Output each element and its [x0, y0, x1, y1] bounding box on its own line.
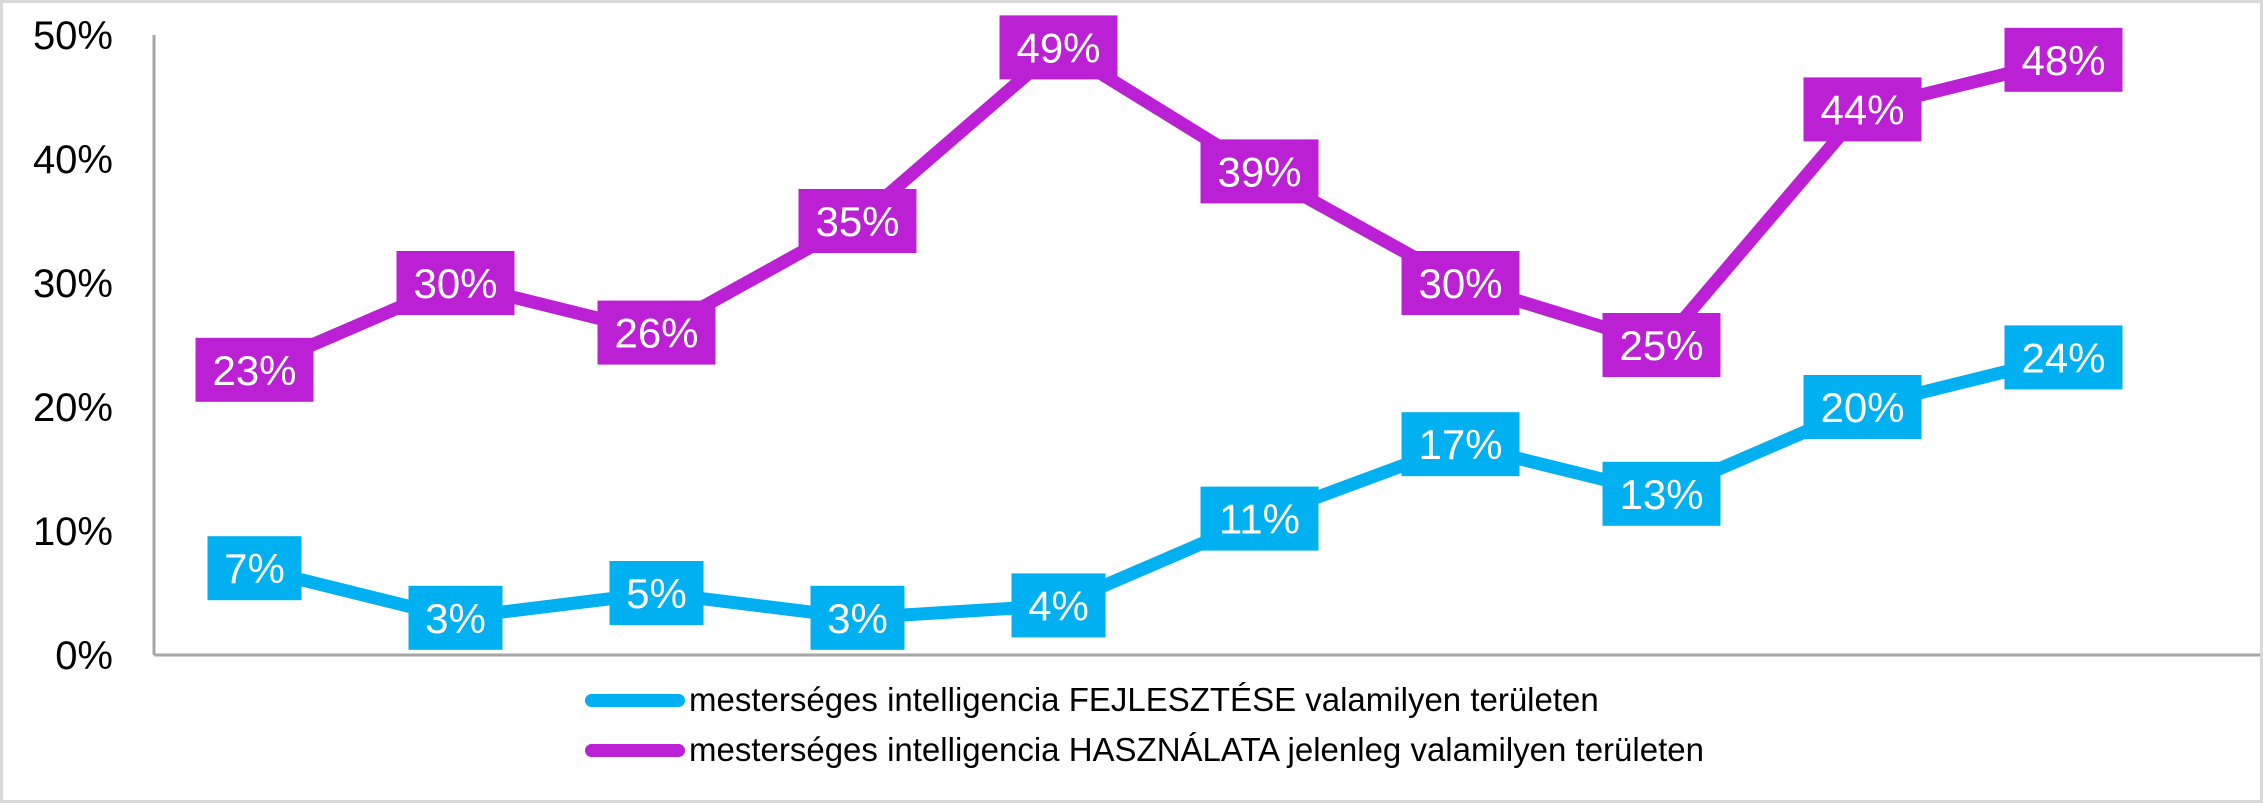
data-label-box [597, 300, 716, 365]
data-label: 4% [1028, 582, 1089, 629]
data-label: 26% [614, 310, 698, 357]
data-label: 7% [224, 545, 285, 592]
data-label: 13% [1619, 471, 1703, 518]
data-label-box [2004, 325, 2123, 390]
data-label-box [609, 561, 704, 625]
data-label: 17% [1418, 421, 1502, 468]
y-tick-label: 0% [55, 634, 113, 678]
data-label-box [2004, 27, 2123, 92]
legend-item-usage: mesterséges intelligencia HASZNÁLATA jel… [585, 725, 1704, 775]
y-tick-label: 20% [33, 386, 113, 430]
data-label-box [1401, 412, 1520, 477]
legend-label-usage: mesterséges intelligencia HASZNÁLATA jel… [689, 731, 1704, 768]
data-label: 48% [2021, 37, 2105, 84]
data-label: 30% [413, 260, 497, 307]
data-label-box [1200, 139, 1319, 204]
data-label: 3% [827, 595, 888, 642]
data-label-box [195, 337, 314, 402]
legend-label-development: mesterséges intelligencia FEJLESZTÉSE va… [689, 681, 1599, 718]
data-label-box [1401, 251, 1520, 315]
legend: mesterséges intelligencia FEJLESZTÉSE va… [585, 675, 1704, 775]
data-label: 5% [626, 570, 687, 617]
y-tick-label: 40% [33, 138, 113, 182]
data-label-box [1803, 77, 1922, 142]
series-line-1 [251, 40, 2066, 376]
data-label-box [396, 251, 515, 315]
data-label: 3% [425, 595, 486, 642]
data-label-box [1803, 375, 1922, 439]
data-label: 39% [1217, 148, 1301, 195]
legend-swatch-usage [585, 743, 685, 757]
data-label-box [798, 189, 917, 253]
data-label: 49% [1016, 24, 1100, 71]
data-label-box [408, 585, 503, 650]
data-label: 35% [815, 198, 899, 245]
data-label: 25% [1619, 322, 1703, 369]
data-label: 20% [1820, 384, 1904, 431]
line-chart: 0% 10% 20% 30% 40% 50% 7% 3% 5% 3% 4% 11% 17% 13% 20% 2… [33, 14, 2260, 678]
y-tick-label: 10% [33, 510, 113, 554]
legend-swatch-development [585, 693, 685, 707]
data-label-box [1602, 313, 1721, 377]
data-label: 24% [2021, 334, 2105, 381]
data-label: 11% [1219, 496, 1300, 543]
data-label: 23% [212, 347, 296, 394]
data-label-box [1200, 486, 1319, 551]
data-label: 30% [1418, 260, 1502, 307]
legend-item-development: mesterséges intelligencia FEJLESZTÉSE va… [585, 675, 1704, 725]
series-line-0 [252, 351, 2066, 625]
y-tick-label: 30% [33, 262, 113, 306]
data-label-box [810, 585, 905, 650]
y-tick-label: 50% [33, 14, 113, 58]
data-label-box [1602, 461, 1721, 526]
data-label-box [207, 536, 302, 601]
data-label-box [999, 15, 1118, 80]
data-label: 44% [1820, 86, 1904, 133]
data-label-box [1011, 573, 1106, 638]
